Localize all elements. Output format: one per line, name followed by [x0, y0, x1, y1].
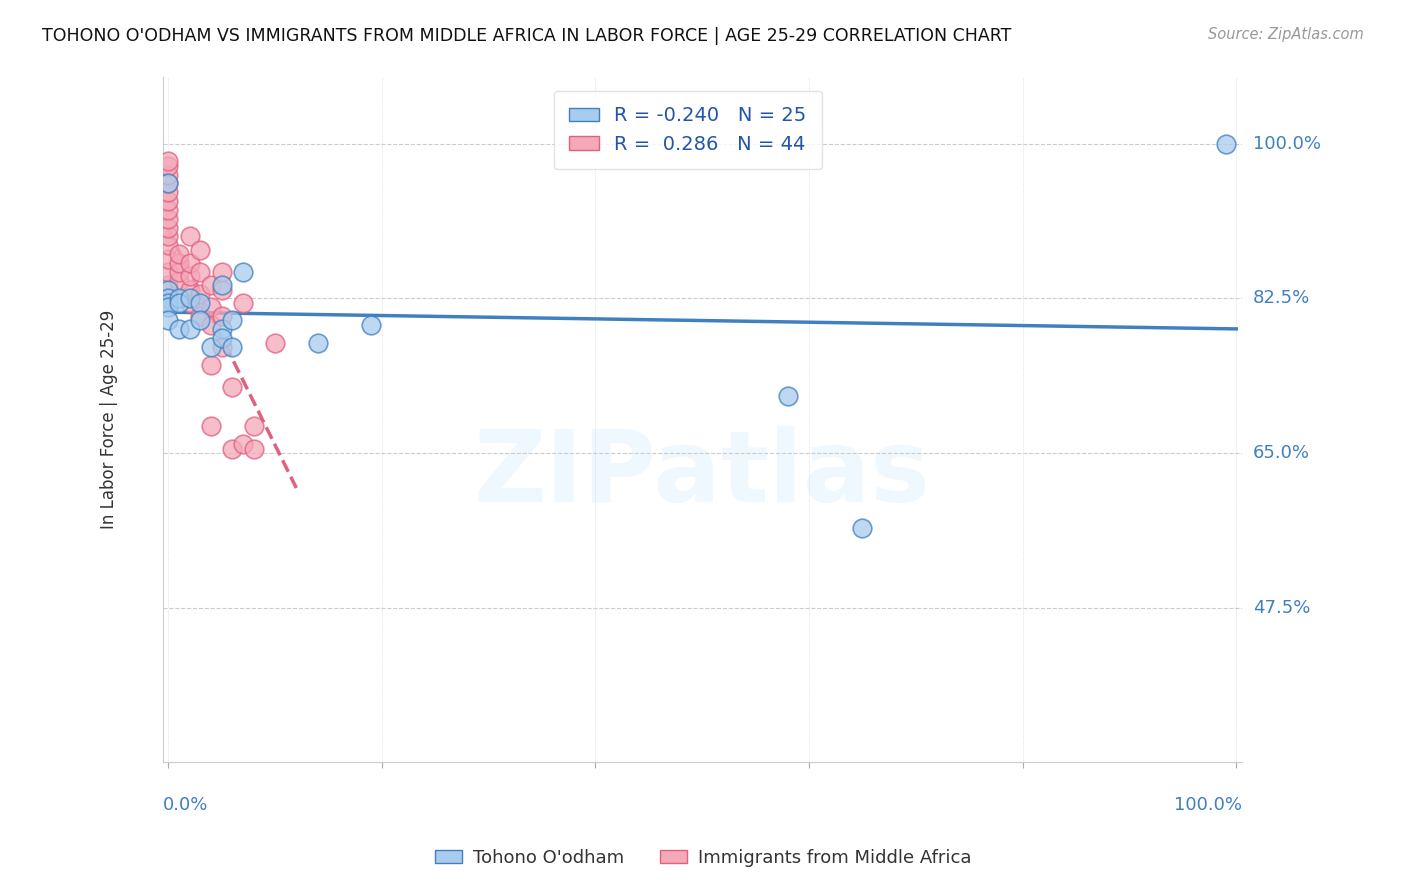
Text: In Labor Force | Age 25-29: In Labor Force | Age 25-29	[100, 310, 118, 530]
Point	[200, 358, 222, 372]
Point	[211, 278, 233, 293]
Text: 82.5%: 82.5%	[1253, 289, 1310, 308]
Point	[167, 295, 190, 310]
Point	[232, 295, 254, 310]
Point	[211, 309, 233, 323]
Point	[851, 521, 873, 535]
Point	[221, 380, 243, 394]
Point	[200, 419, 222, 434]
Point	[179, 283, 201, 297]
Point	[179, 256, 201, 270]
Point	[179, 229, 201, 244]
Point	[157, 211, 180, 226]
Point	[179, 291, 201, 305]
Point	[188, 295, 211, 310]
Point	[167, 256, 190, 270]
Point	[360, 318, 382, 332]
Point	[157, 300, 180, 314]
Point	[200, 278, 222, 293]
Point	[157, 154, 180, 169]
Point	[157, 252, 180, 266]
Text: 100.0%: 100.0%	[1253, 135, 1320, 153]
Point	[211, 340, 233, 354]
Point	[264, 335, 287, 350]
Point	[188, 313, 211, 327]
Point	[200, 340, 222, 354]
Text: 100.0%: 100.0%	[1174, 797, 1241, 814]
Point	[188, 287, 211, 301]
Point	[221, 442, 243, 456]
Text: 47.5%: 47.5%	[1253, 599, 1310, 616]
Text: 0.0%: 0.0%	[163, 797, 208, 814]
Point	[200, 318, 222, 332]
Point	[157, 295, 180, 310]
Point	[157, 177, 180, 191]
Legend: R = -0.240   N = 25, R =  0.286   N = 44: R = -0.240 N = 25, R = 0.286 N = 44	[554, 91, 823, 169]
Point	[157, 313, 180, 327]
Point	[211, 283, 233, 297]
Point	[232, 265, 254, 279]
Point	[221, 340, 243, 354]
Point	[188, 265, 211, 279]
Point	[157, 220, 180, 235]
Point	[157, 291, 180, 305]
Point	[242, 442, 264, 456]
Point	[157, 295, 180, 310]
Point	[167, 291, 190, 305]
Point	[157, 186, 180, 200]
Text: Source: ZipAtlas.com: Source: ZipAtlas.com	[1208, 27, 1364, 42]
Point	[157, 283, 180, 297]
Point	[167, 322, 190, 336]
Point	[157, 278, 180, 293]
Point	[232, 437, 254, 451]
Point	[776, 388, 799, 402]
Point	[221, 313, 243, 327]
Text: TOHONO O'ODHAM VS IMMIGRANTS FROM MIDDLE AFRICA IN LABOR FORCE | AGE 25-29 CORRE: TOHONO O'ODHAM VS IMMIGRANTS FROM MIDDLE…	[42, 27, 1011, 45]
Point	[307, 335, 329, 350]
Point	[157, 159, 180, 173]
Point	[167, 274, 190, 288]
Point	[179, 322, 201, 336]
Point	[157, 265, 180, 279]
Point	[157, 229, 180, 244]
Point	[167, 265, 190, 279]
Text: 65.0%: 65.0%	[1253, 444, 1310, 462]
Point	[211, 322, 233, 336]
Legend: Tohono O'odham, Immigrants from Middle Africa: Tohono O'odham, Immigrants from Middle A…	[427, 842, 979, 874]
Point	[242, 419, 264, 434]
Point	[211, 331, 233, 345]
Point	[157, 177, 180, 191]
Point	[200, 300, 222, 314]
Point	[211, 265, 233, 279]
Point	[157, 194, 180, 208]
Point	[157, 168, 180, 182]
Point	[157, 202, 180, 217]
Point	[1215, 136, 1237, 151]
Point	[188, 309, 211, 323]
Text: ZIPatlas: ZIPatlas	[474, 426, 931, 523]
Point	[188, 243, 211, 257]
Point	[179, 295, 201, 310]
Point	[167, 247, 190, 261]
Point	[179, 269, 201, 284]
Point	[157, 238, 180, 252]
